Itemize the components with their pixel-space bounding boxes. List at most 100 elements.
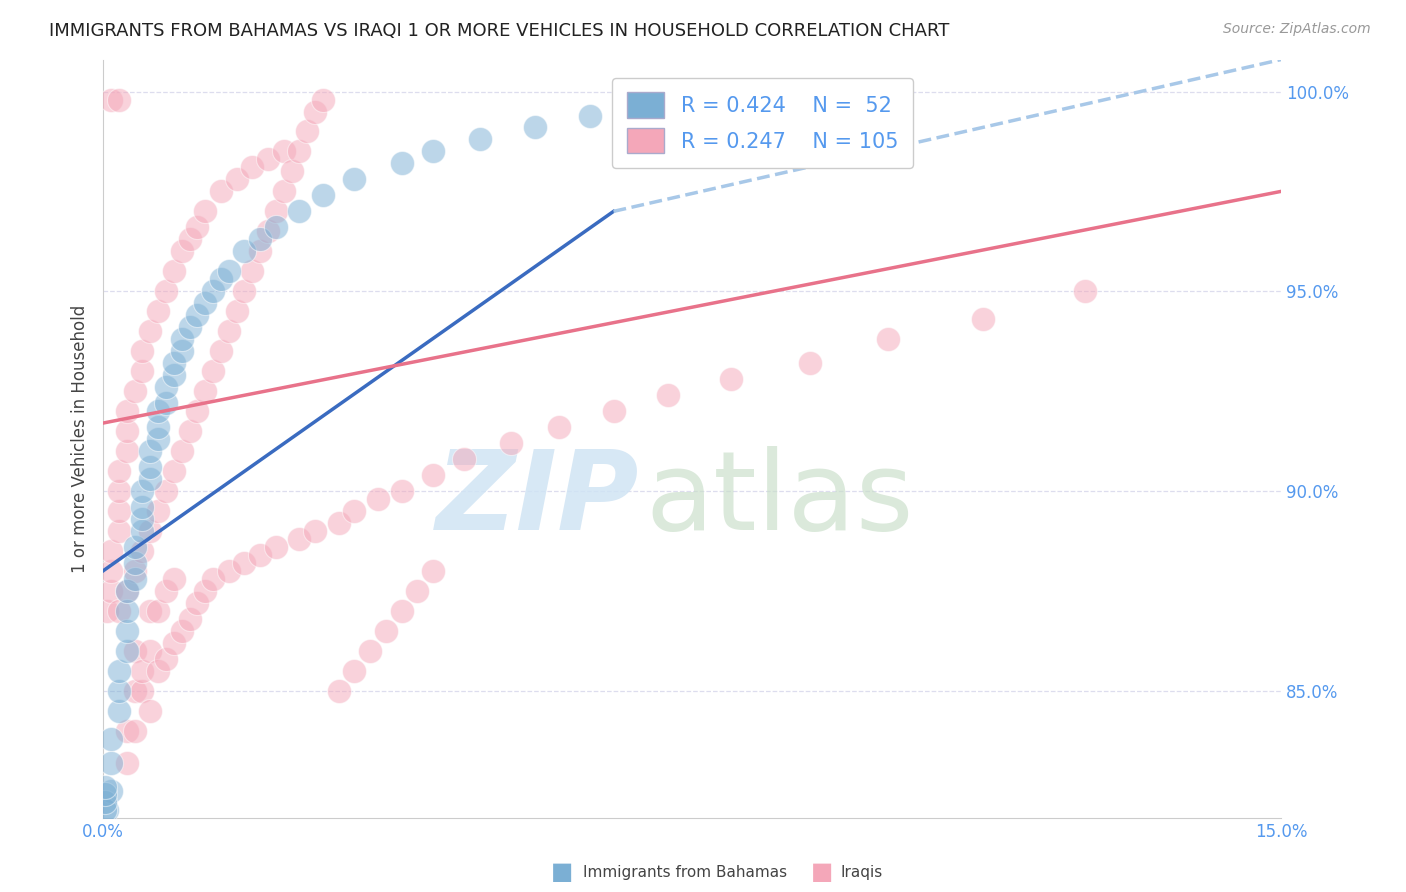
Point xyxy=(194,296,217,310)
Point xyxy=(163,464,186,478)
Point xyxy=(288,532,311,546)
Point xyxy=(225,172,247,186)
Point xyxy=(264,204,287,219)
Point xyxy=(343,172,366,186)
Point xyxy=(100,756,122,770)
Point xyxy=(391,156,413,170)
Point xyxy=(422,564,444,578)
Point xyxy=(100,93,122,107)
Point xyxy=(108,483,131,498)
Point xyxy=(155,483,177,498)
Point xyxy=(131,512,153,526)
Point xyxy=(94,804,117,818)
Point xyxy=(359,643,381,657)
Point xyxy=(100,544,122,558)
Point xyxy=(155,651,177,665)
Legend: R = 0.424    N =  52, R = 0.247    N = 105: R = 0.424 N = 52, R = 0.247 N = 105 xyxy=(612,78,912,168)
Point xyxy=(186,596,208,610)
Point xyxy=(131,544,153,558)
Point xyxy=(422,145,444,159)
Point xyxy=(96,604,118,618)
Point xyxy=(720,372,742,386)
Point xyxy=(124,723,146,738)
Point xyxy=(202,364,225,378)
Point xyxy=(218,564,240,578)
Point xyxy=(131,364,153,378)
Point xyxy=(124,384,146,398)
Point xyxy=(131,683,153,698)
Point xyxy=(94,780,117,794)
Point xyxy=(799,356,821,370)
Point xyxy=(194,384,217,398)
Point xyxy=(163,572,186,586)
Point xyxy=(115,424,138,438)
Point xyxy=(139,704,162,718)
Point xyxy=(233,244,256,259)
Point xyxy=(170,624,193,638)
Point xyxy=(146,504,169,518)
Point xyxy=(115,583,138,598)
Point xyxy=(139,472,162,486)
Y-axis label: 1 or more Vehicles in Household: 1 or more Vehicles in Household xyxy=(72,305,89,574)
Point xyxy=(108,93,131,107)
Text: ZIP: ZIP xyxy=(436,446,640,553)
Point xyxy=(163,264,186,278)
Point xyxy=(163,368,186,383)
Point xyxy=(297,124,319,138)
Point xyxy=(100,783,122,797)
Point xyxy=(264,540,287,554)
Point xyxy=(131,483,153,498)
Point xyxy=(312,93,335,107)
Text: IMMIGRANTS FROM BAHAMAS VS IRAQI 1 OR MORE VEHICLES IN HOUSEHOLD CORRELATION CHA: IMMIGRANTS FROM BAHAMAS VS IRAQI 1 OR MO… xyxy=(49,22,949,40)
Point xyxy=(100,731,122,746)
Point xyxy=(257,224,280,238)
Point xyxy=(170,444,193,458)
Point xyxy=(108,524,131,538)
Point xyxy=(218,324,240,338)
Point xyxy=(139,444,162,458)
Point xyxy=(115,404,138,418)
Text: Source: ZipAtlas.com: Source: ZipAtlas.com xyxy=(1223,22,1371,37)
Point xyxy=(139,324,162,338)
Point xyxy=(131,344,153,359)
Point xyxy=(163,636,186,650)
Point xyxy=(194,204,217,219)
Point xyxy=(124,683,146,698)
Point xyxy=(179,232,201,246)
Point xyxy=(288,145,311,159)
Point xyxy=(139,460,162,475)
Point xyxy=(280,164,302,178)
Point xyxy=(170,244,193,259)
Point xyxy=(194,583,217,598)
Point xyxy=(209,272,232,286)
Point xyxy=(343,504,366,518)
Point xyxy=(240,161,263,175)
Point xyxy=(124,540,146,554)
Point xyxy=(131,664,153,678)
Point xyxy=(124,572,146,586)
Point xyxy=(501,436,523,450)
Point xyxy=(202,285,225,299)
Point xyxy=(209,344,232,359)
Point xyxy=(877,332,900,346)
Point xyxy=(218,264,240,278)
Point xyxy=(115,624,138,638)
Point xyxy=(422,467,444,482)
Point xyxy=(367,491,389,506)
Point xyxy=(312,188,335,202)
Point xyxy=(579,109,602,123)
Point xyxy=(202,572,225,586)
Point xyxy=(547,420,569,434)
Point xyxy=(100,564,122,578)
Point xyxy=(124,643,146,657)
Text: Iraqis: Iraqis xyxy=(841,865,883,880)
Point xyxy=(328,516,350,530)
Point xyxy=(249,548,271,562)
Point xyxy=(94,788,117,802)
Point xyxy=(657,388,679,402)
Point xyxy=(139,524,162,538)
Point xyxy=(328,683,350,698)
Point xyxy=(146,432,169,446)
Point xyxy=(304,104,326,119)
Point xyxy=(304,524,326,538)
